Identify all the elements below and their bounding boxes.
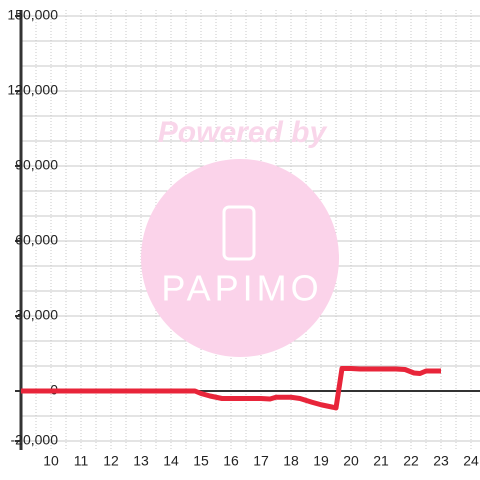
x-tick-label: 13 [133,453,149,469]
x-tick-label: 11 [74,453,89,469]
watermark: Powered by PAPIMO [141,116,339,357]
watermark-text: PAPIMO [161,268,322,309]
x-tick-label: 23 [433,453,449,469]
x-tick-label: 21 [373,453,389,469]
x-tick-label: 22 [403,453,419,469]
y-tick-label: 30,000 [15,307,58,323]
x-tick-label: 18 [283,453,299,469]
y-tick-label: -20,000 [11,432,59,448]
y-tick-label: 60,000 [15,232,58,248]
x-tick-label: 14 [163,453,179,469]
y-tick-label: 150,000 [7,7,58,23]
line-series [21,366,441,411]
x-tick-label: 19 [313,453,329,469]
watermark-icon [222,205,256,261]
watermark-text: Powered by [158,116,328,149]
plot: 150,000120,00090,00060,00030,0000-20,000… [7,7,480,469]
y-tick-label: 90,000 [15,157,58,173]
x-tick-label: 20 [343,453,359,469]
x-tick-label: 16 [223,453,239,469]
x-tick-label: 10 [43,453,59,469]
x-tick-label: 12 [103,453,119,469]
x-tick-label: 24 [463,453,479,469]
x-tick-label: 17 [253,453,269,469]
x-tick-label: 15 [193,453,209,469]
y-tick-label: 120,000 [7,82,58,98]
